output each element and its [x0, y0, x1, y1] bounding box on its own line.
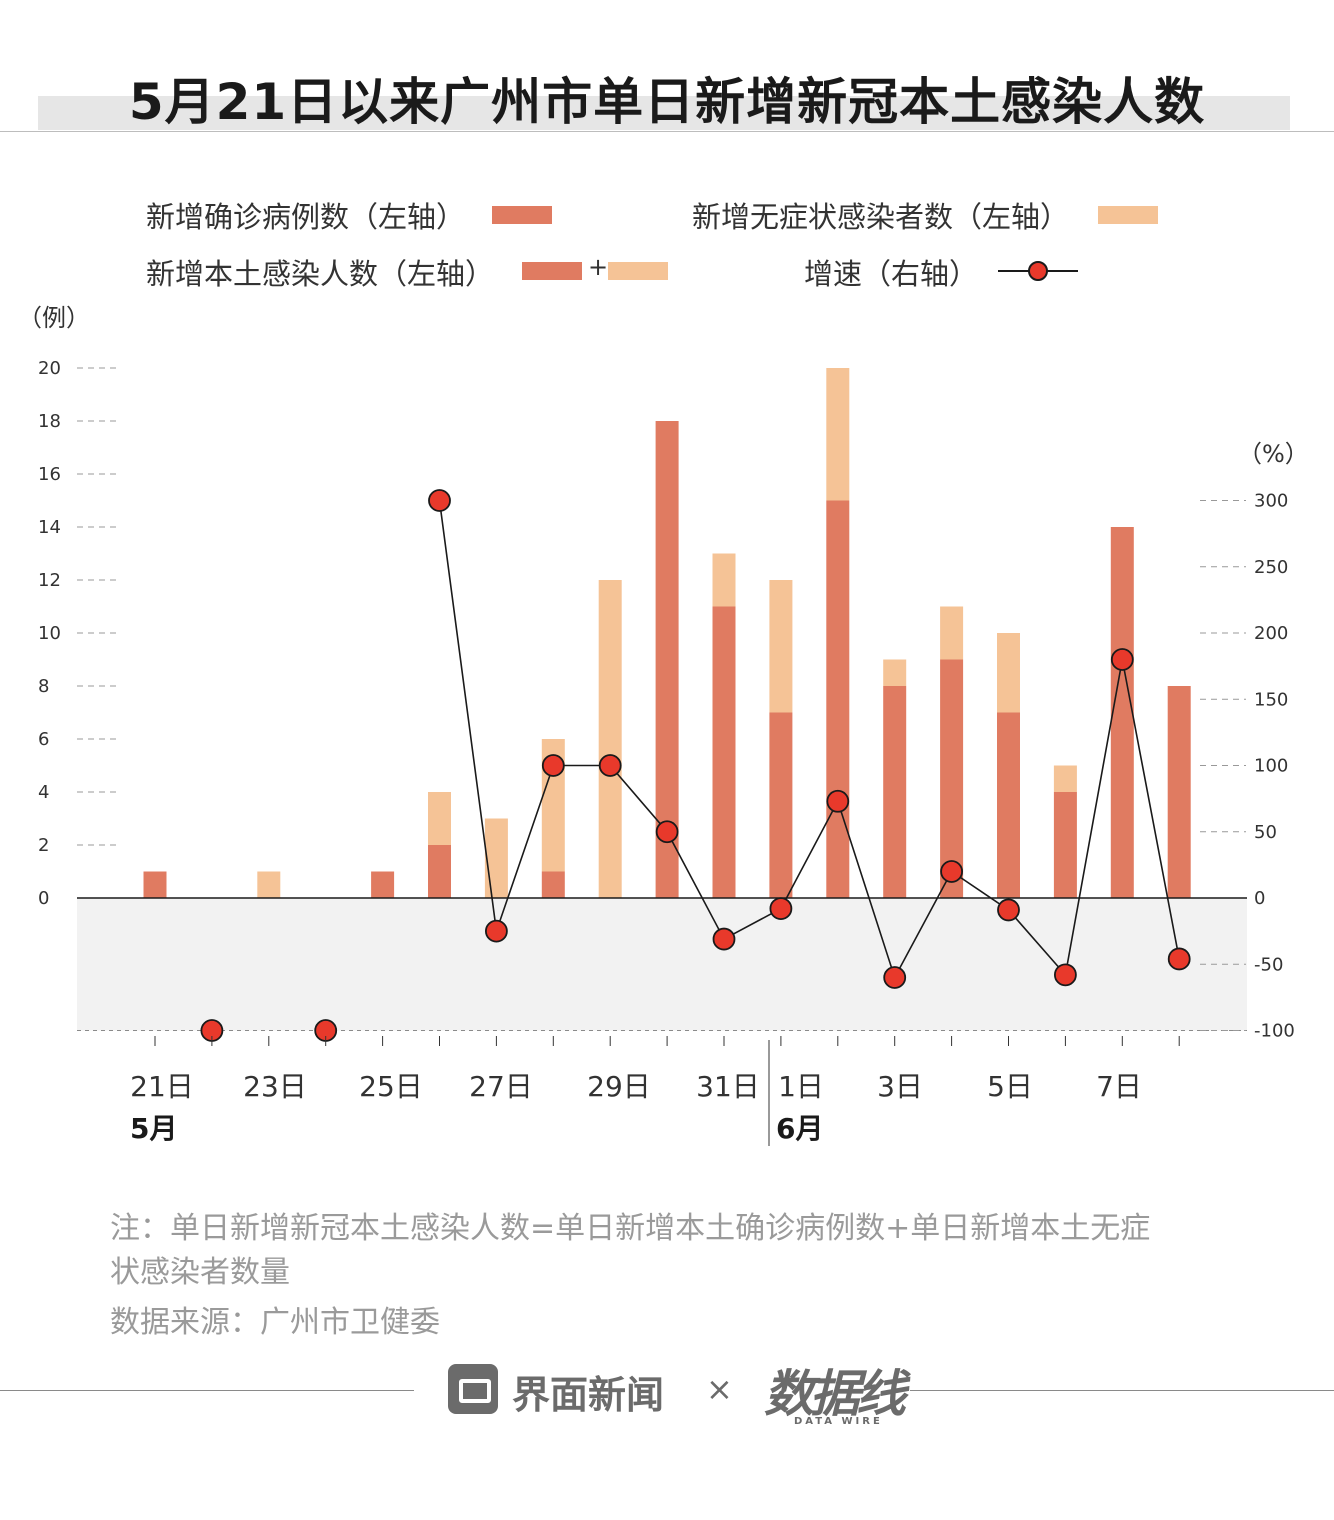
left-tick-label: 20: [38, 358, 61, 379]
x-tick-label: 29日: [587, 1070, 651, 1103]
left-tick-label: 14: [38, 517, 61, 538]
left-tick-label: 8: [38, 676, 49, 697]
growth-marker: [428, 489, 451, 512]
note-line-1: 注：单日新增新冠本土感染人数=单日新增本土确诊病例数+单日新增本土无症: [110, 1211, 1151, 1246]
bar-asymptomatic: [712, 553, 736, 607]
bar-asymptomatic: [598, 580, 622, 898]
left-tick-label: 12: [38, 570, 61, 591]
right-tick-label: 200: [1254, 623, 1288, 644]
footer-rule-left: [0, 1390, 414, 1391]
right-tick-label: -50: [1254, 954, 1283, 975]
note-line-2: 状感染者数量: [110, 1255, 290, 1290]
bar-asymptomatic: [1053, 765, 1077, 792]
left-tick-label: 16: [38, 464, 61, 485]
left-axis-unit: （例）: [18, 304, 90, 332]
growth-marker: [826, 789, 850, 813]
bar-asymptomatic: [940, 606, 964, 660]
bar-asymptomatic: [769, 580, 793, 713]
bar-confirmed: [1167, 686, 1191, 898]
growth-marker: [484, 919, 508, 943]
title-band: [38, 96, 1290, 130]
bar-confirmed: [655, 421, 679, 898]
right-tick-label: 100: [1254, 756, 1288, 777]
bar-asymptomatic: [883, 659, 907, 686]
growth-marker: [769, 897, 793, 920]
left-tick-label: 6: [38, 729, 49, 750]
growth-marker: [883, 966, 907, 989]
x-tick-label: 21日: [130, 1070, 194, 1103]
growth-marker: [997, 898, 1020, 922]
jiemian-logo-icon: [448, 1364, 498, 1414]
right-tick-label: 150: [1254, 689, 1288, 710]
bar-asymptomatic: [826, 368, 850, 501]
left-tick-label: 0: [38, 888, 49, 909]
x-tick-label: 31日: [696, 1070, 760, 1103]
chart-area: 0 2 4 6 8 10 12 14 16 18 20 （例） -100 -50 0 50 100 150 200 2…: [18, 304, 1309, 1146]
footer-rule-right: [910, 1390, 1334, 1391]
bar-confirmed: [997, 712, 1020, 898]
bar-asymptomatic: [997, 633, 1020, 713]
negative-band: [77, 898, 1247, 1031]
legend-confirmed-label: 新增确诊病例数（左轴）: [146, 200, 466, 234]
x-tick-label: 27日: [469, 1070, 533, 1103]
month-label-may: 5月: [130, 1112, 177, 1145]
legend-asymptomatic-label: 新增无症状感染者数（左轴）: [692, 200, 1070, 234]
x-tick-label: 23日: [243, 1070, 307, 1103]
right-tick-label: 0: [1254, 888, 1265, 909]
growth-marker: [1110, 648, 1134, 671]
partner-logo-subtitle: DATA WIRE: [794, 1416, 883, 1427]
bar-confirmed: [143, 871, 167, 898]
left-tick-label: 2: [38, 835, 49, 856]
bar-confirmed: [940, 659, 964, 898]
x-tick-label: 5日: [987, 1070, 1033, 1103]
partner-logo: 数据线: [764, 1365, 906, 1423]
bar-confirmed: [541, 871, 565, 898]
bar-confirmed: [769, 712, 793, 898]
growth-marker: [598, 754, 622, 777]
x-tick-label: 25日: [359, 1070, 423, 1103]
right-axis-unit: （%）: [1238, 440, 1309, 468]
bar-confirmed: [712, 606, 736, 898]
growth-marker: [712, 927, 736, 951]
right-tick-label: 50: [1254, 822, 1277, 843]
left-tick-label: 18: [38, 411, 61, 432]
bar-confirmed: [428, 845, 451, 898]
growth-marker: [655, 820, 679, 844]
legend-total-swatch-confirmed: [522, 262, 582, 280]
title-rule: [0, 131, 1334, 132]
legend-plus-sign: +: [588, 253, 609, 281]
month-label-june: 6月: [776, 1112, 823, 1145]
bar-confirmed: [1110, 527, 1134, 898]
bar-confirmed: [826, 500, 850, 898]
bar-asymptomatic: [484, 818, 508, 898]
bar-asymptomatic: [428, 792, 451, 845]
brand-times-sign: ×: [706, 1370, 733, 1408]
right-tick-label: 250: [1254, 557, 1288, 578]
growth-marker: [541, 754, 565, 777]
bar-confirmed: [371, 871, 395, 898]
bar-confirmed: [883, 686, 907, 898]
x-tick-label: 1日: [778, 1070, 824, 1103]
growth-marker: [940, 860, 963, 883]
legend-growth-label: 增速（右轴）: [804, 257, 979, 291]
right-tick-label: 300: [1254, 491, 1288, 512]
chart-title: 5月21日以来广州市单日新增新冠本土感染人数: [128, 73, 1206, 131]
legend-total-swatch-asymptomatic: [608, 262, 668, 280]
bar-confirmed: [1053, 792, 1077, 898]
legend-growth-marker: [998, 261, 1078, 281]
growth-marker: [1167, 947, 1191, 971]
legend-asymptomatic-swatch: [1098, 206, 1158, 224]
growth-marker: [1054, 963, 1077, 987]
legend-confirmed-swatch: [492, 206, 552, 224]
x-tick-label: 7日: [1096, 1070, 1142, 1103]
data-source: 数据来源：广州市卫健委: [110, 1305, 440, 1340]
x-tick-label: 3日: [877, 1070, 923, 1103]
right-tick-label: -100: [1254, 1021, 1295, 1042]
bar-asymptomatic: [257, 871, 281, 898]
brand-name: 界面新闻: [512, 1373, 665, 1417]
legend-total-label: 新增本土感染人数（左轴）: [146, 257, 495, 291]
left-tick-label: 4: [38, 782, 49, 803]
left-tick-label: 10: [38, 623, 61, 644]
